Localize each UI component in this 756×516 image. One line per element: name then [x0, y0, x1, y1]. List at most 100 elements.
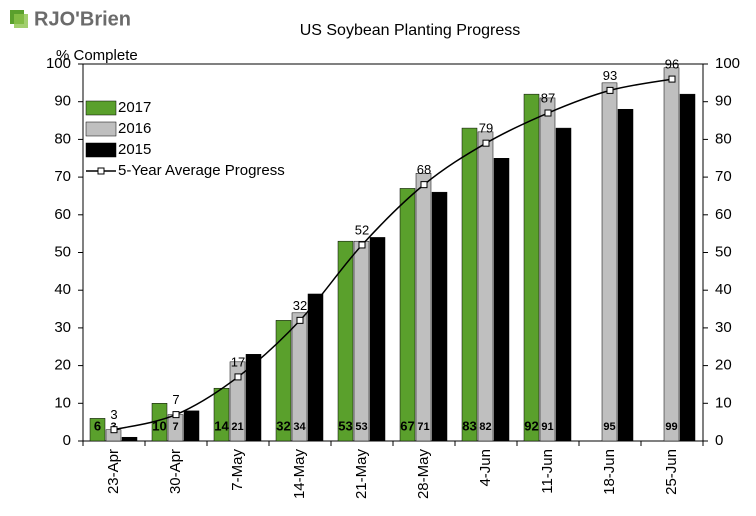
y2-tick-label: 90 [715, 93, 732, 110]
x-tick-label: 11-Jun [539, 449, 556, 494]
data-label: 3 [110, 407, 117, 422]
x-tick-label: 25-Jun [663, 449, 680, 495]
legend-label: 2017 [118, 99, 151, 116]
bar [121, 436, 138, 442]
average-marker [544, 109, 552, 117]
y2-tick-label: 20 [715, 357, 732, 374]
data-label: 93 [603, 68, 617, 83]
legend-marker [97, 167, 105, 175]
data-label: 99 [665, 421, 677, 433]
y-tick-label: 40 [54, 281, 71, 298]
y2-tick-label: 0 [715, 432, 723, 449]
legend-label: 5-Year Average Progress [118, 162, 285, 179]
data-label: 87 [541, 90, 555, 105]
bar [477, 131, 494, 442]
average-marker [420, 181, 428, 189]
data-label: 10 [152, 418, 166, 433]
legend-swatch [85, 121, 117, 137]
bar [307, 293, 324, 442]
x-tick-label: 4-Jun [477, 449, 494, 487]
data-label: 79 [479, 121, 493, 136]
data-label: 53 [355, 421, 367, 433]
logo-mark [14, 14, 28, 28]
bar [539, 97, 556, 442]
data-label: 6 [94, 418, 101, 433]
bar [431, 191, 448, 442]
average-marker [110, 426, 118, 434]
y2-tick-label: 30 [715, 319, 732, 336]
data-label: 83 [462, 418, 476, 433]
x-tick-label: 7-May [229, 449, 246, 491]
average-marker [172, 411, 180, 419]
bar [353, 240, 370, 442]
bar [275, 320, 292, 442]
data-label: 71 [417, 421, 429, 433]
data-label: 91 [541, 421, 553, 433]
y-tick-label: 90 [54, 93, 71, 110]
legend-label: 2016 [118, 120, 151, 137]
y-tick-label: 30 [54, 319, 71, 336]
average-marker [606, 86, 614, 94]
data-label: 53 [338, 418, 352, 433]
bar [601, 82, 618, 442]
data-label: 92 [524, 418, 538, 433]
data-label: 7 [172, 421, 178, 433]
y2-tick-label: 10 [715, 394, 732, 411]
average-marker [296, 316, 304, 324]
bar [229, 361, 246, 442]
x-tick-label: 30-Apr [167, 449, 184, 494]
y-tick-label: 100 [46, 55, 71, 72]
data-label: 21 [231, 421, 243, 433]
bar [415, 173, 432, 442]
y-tick-label: 50 [54, 243, 71, 260]
bar [89, 418, 106, 442]
y2-tick-label: 80 [715, 130, 732, 147]
data-label: 17 [231, 354, 245, 369]
data-label: 7 [172, 392, 179, 407]
data-label: 14 [214, 418, 229, 433]
y-axis-label: % Complete [56, 47, 138, 64]
x-tick-label: 23-Apr [105, 449, 122, 494]
average-line [113, 78, 673, 431]
bar [183, 410, 200, 442]
average-marker [234, 373, 242, 381]
bar [617, 108, 634, 442]
bar [523, 93, 540, 442]
x-tick-label: 14-May [291, 449, 308, 500]
y-tick-label: 20 [54, 357, 71, 374]
average-marker [668, 75, 676, 83]
bar [399, 188, 416, 442]
y2-tick-label: 40 [715, 281, 732, 298]
y2-tick-label: 50 [715, 243, 732, 260]
data-label: 96 [665, 57, 679, 72]
bar [493, 158, 510, 442]
bar [555, 127, 572, 442]
bar [679, 93, 696, 442]
legend-swatch [85, 100, 117, 116]
average-marker [358, 241, 366, 249]
chart-title: US Soybean Planting Progress [300, 22, 521, 39]
data-label: 52 [355, 222, 369, 237]
data-label: 68 [417, 162, 431, 177]
y-tick-label: 0 [63, 432, 71, 449]
data-label: 32 [276, 418, 290, 433]
data-label: 67 [400, 418, 414, 433]
y2-tick-label: 60 [715, 206, 732, 223]
x-tick-label: 21-May [353, 449, 370, 500]
x-tick-label: 28-May [415, 449, 432, 500]
y-tick-label: 80 [54, 130, 71, 147]
legend-swatch [85, 142, 117, 158]
y2-tick-label: 70 [715, 168, 732, 185]
x-tick-label: 18-Jun [601, 449, 618, 495]
y-tick-label: 10 [54, 394, 71, 411]
average-marker [482, 139, 490, 147]
y-tick-label: 60 [54, 206, 71, 223]
bar [291, 312, 308, 442]
bar [663, 67, 680, 442]
data-label: 95 [603, 421, 615, 433]
data-label: 32 [293, 298, 307, 313]
y2-tick-label: 100 [715, 55, 740, 72]
data-label: 34 [293, 421, 306, 433]
logo: RJO'Brien [34, 8, 131, 30]
